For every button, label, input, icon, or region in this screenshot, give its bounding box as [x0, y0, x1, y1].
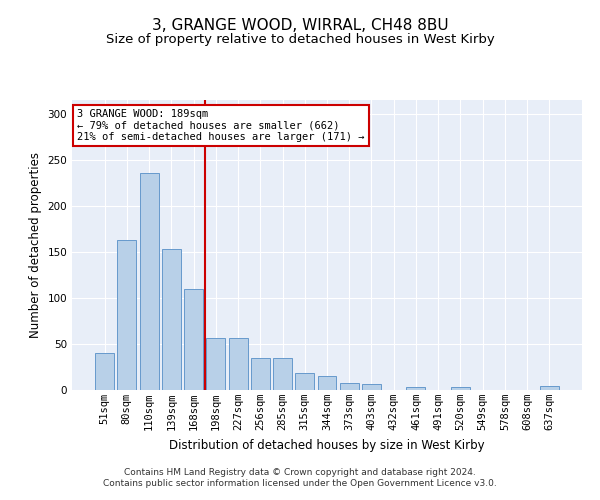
Bar	[162, 249, 181, 390]
Text: Contains HM Land Registry data © Crown copyright and database right 2024.
Contai: Contains HM Land Registry data © Crown c…	[103, 468, 497, 487]
Bar	[406, 387, 425, 390]
Bar	[184, 288, 203, 390]
Bar	[140, 172, 158, 390]
Y-axis label: Number of detached properties: Number of detached properties	[29, 152, 42, 338]
Bar	[295, 374, 314, 390]
Bar	[229, 338, 248, 390]
Bar	[340, 382, 359, 390]
Bar	[95, 353, 114, 390]
X-axis label: Distribution of detached houses by size in West Kirby: Distribution of detached houses by size …	[169, 438, 485, 452]
Bar	[540, 386, 559, 390]
Text: 3, GRANGE WOOD, WIRRAL, CH48 8BU: 3, GRANGE WOOD, WIRRAL, CH48 8BU	[152, 18, 448, 32]
Bar	[451, 387, 470, 390]
Bar	[317, 376, 337, 390]
Text: 3 GRANGE WOOD: 189sqm
← 79% of detached houses are smaller (662)
21% of semi-det: 3 GRANGE WOOD: 189sqm ← 79% of detached …	[77, 108, 365, 142]
Text: Size of property relative to detached houses in West Kirby: Size of property relative to detached ho…	[106, 32, 494, 46]
Bar	[362, 384, 381, 390]
Bar	[206, 338, 225, 390]
Bar	[118, 240, 136, 390]
Bar	[251, 358, 270, 390]
Bar	[273, 358, 292, 390]
